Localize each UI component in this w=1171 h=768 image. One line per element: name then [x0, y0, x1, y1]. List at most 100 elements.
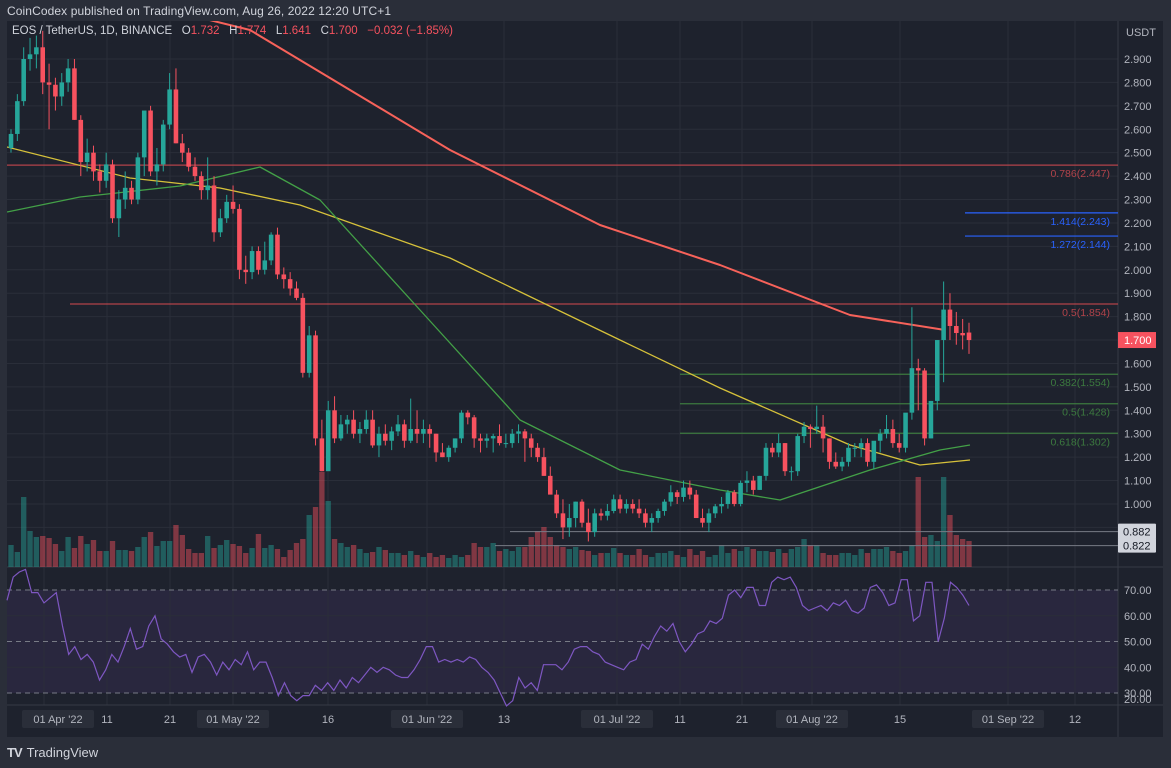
volume-bar — [433, 557, 439, 567]
moving-average-line — [209, 21, 946, 331]
volume-bar — [224, 540, 230, 567]
volume-bar — [706, 557, 712, 567]
rsi-line — [6, 568, 970, 707]
volume-bar — [579, 550, 585, 567]
candle-body — [414, 429, 420, 434]
volume-bar — [458, 557, 465, 567]
volume-bar — [173, 525, 179, 567]
time-tick[interactable]: 01 Jul '22 — [594, 714, 641, 726]
candle-body — [668, 492, 674, 502]
candle-body — [731, 492, 737, 504]
volume-bar — [230, 544, 236, 567]
volume-bar — [826, 555, 833, 567]
volume-bar — [522, 547, 528, 567]
tradingview-logo-icon[interactable]: TV — [7, 745, 23, 760]
volume-bar — [217, 545, 224, 567]
candle-body — [59, 82, 65, 97]
price-tick: 2.200 — [1124, 218, 1152, 230]
volume-bar — [940, 477, 947, 567]
volume-bar — [249, 548, 255, 567]
volume-bar — [833, 555, 839, 567]
rsi-tick: 60.00 — [1124, 611, 1152, 623]
level-badge[interactable] — [1118, 537, 1156, 553]
candle-body — [268, 234, 274, 261]
price-tick: 1.900 — [1124, 288, 1152, 300]
price-tick: 1.300 — [1124, 429, 1152, 441]
time-tick[interactable]: 13 — [498, 714, 510, 726]
volume-bar — [198, 553, 204, 567]
volume-bar — [414, 555, 420, 567]
volume-bar — [166, 541, 173, 567]
time-tick[interactable]: 12 — [1069, 714, 1081, 726]
candle-body — [180, 143, 185, 153]
candle-body — [332, 410, 337, 439]
level-badge[interactable] — [1118, 523, 1156, 539]
volume-bar — [382, 550, 388, 567]
candle-body — [364, 419, 369, 430]
candle-body — [801, 426, 807, 437]
candle-body — [21, 59, 26, 102]
volume-bar — [839, 553, 845, 567]
candle-body — [218, 218, 223, 233]
volume-bar — [236, 546, 243, 567]
candle-body — [135, 157, 141, 200]
brand-name[interactable]: TradingView — [26, 745, 99, 760]
time-tick[interactable]: 16 — [322, 714, 334, 726]
candle-body — [376, 433, 382, 446]
time-tick[interactable]: 21 — [164, 714, 176, 726]
volume-bar — [744, 547, 750, 567]
price-tick: 2.900 — [1124, 54, 1152, 66]
candle-body — [78, 119, 84, 163]
volume-bar — [725, 553, 731, 567]
candle-body — [827, 438, 832, 462]
time-tick[interactable]: 11 — [674, 714, 685, 726]
time-tick[interactable]: 15 — [894, 714, 906, 726]
volume-bar — [427, 553, 433, 567]
volume-bar — [756, 551, 763, 567]
candle-body — [433, 433, 439, 453]
price-tick: 1.600 — [1124, 358, 1152, 370]
candle-body — [725, 492, 731, 504]
candle-body — [300, 297, 306, 373]
candle-body — [719, 503, 724, 507]
candle-body — [528, 438, 534, 448]
time-tick[interactable]: 01 Apr '22 — [33, 714, 82, 726]
price-tick: 1.400 — [1124, 405, 1152, 417]
candle-body — [325, 410, 331, 472]
volume-bar — [484, 547, 490, 567]
volume-bar — [14, 552, 21, 567]
candle-body — [446, 447, 452, 458]
time-tick[interactable]: 21 — [736, 714, 748, 726]
candle-body — [934, 340, 940, 401]
candle-body — [751, 480, 756, 490]
candle-body — [129, 187, 134, 200]
volume-bar — [547, 537, 553, 567]
current-price-badge[interactable] — [1118, 332, 1156, 349]
time-tick[interactable]: 11 — [101, 714, 112, 726]
symbol-name[interactable]: EOS / TetherUS, 1D, BINANCE — [12, 25, 173, 37]
candle-body — [34, 47, 39, 55]
candle-body — [370, 419, 375, 446]
time-label-box — [391, 710, 463, 728]
volume-bar — [921, 537, 928, 567]
candle-body — [516, 431, 521, 434]
time-tick[interactable]: 01 May '22 — [206, 714, 259, 726]
candle-body — [598, 513, 604, 516]
candle-body — [116, 199, 122, 219]
candle-body — [617, 499, 623, 509]
volume-bar — [852, 555, 858, 567]
time-label-box — [776, 710, 848, 728]
volume-bar — [909, 545, 915, 567]
volume-bar — [959, 539, 966, 567]
fib-label: 0.786(2.447) — [1050, 168, 1110, 180]
time-label-box — [581, 710, 653, 728]
time-tick[interactable]: 01 Sep '22 — [982, 714, 1034, 726]
time-tick[interactable]: 01 Jun '22 — [402, 714, 452, 726]
candle-body — [535, 447, 540, 458]
time-tick[interactable]: 01 Aug '22 — [786, 714, 838, 726]
rsi-tick: 70.00 — [1124, 585, 1152, 597]
volume-bar — [718, 545, 725, 567]
volume-bar — [363, 553, 369, 567]
candle-body — [776, 443, 781, 453]
